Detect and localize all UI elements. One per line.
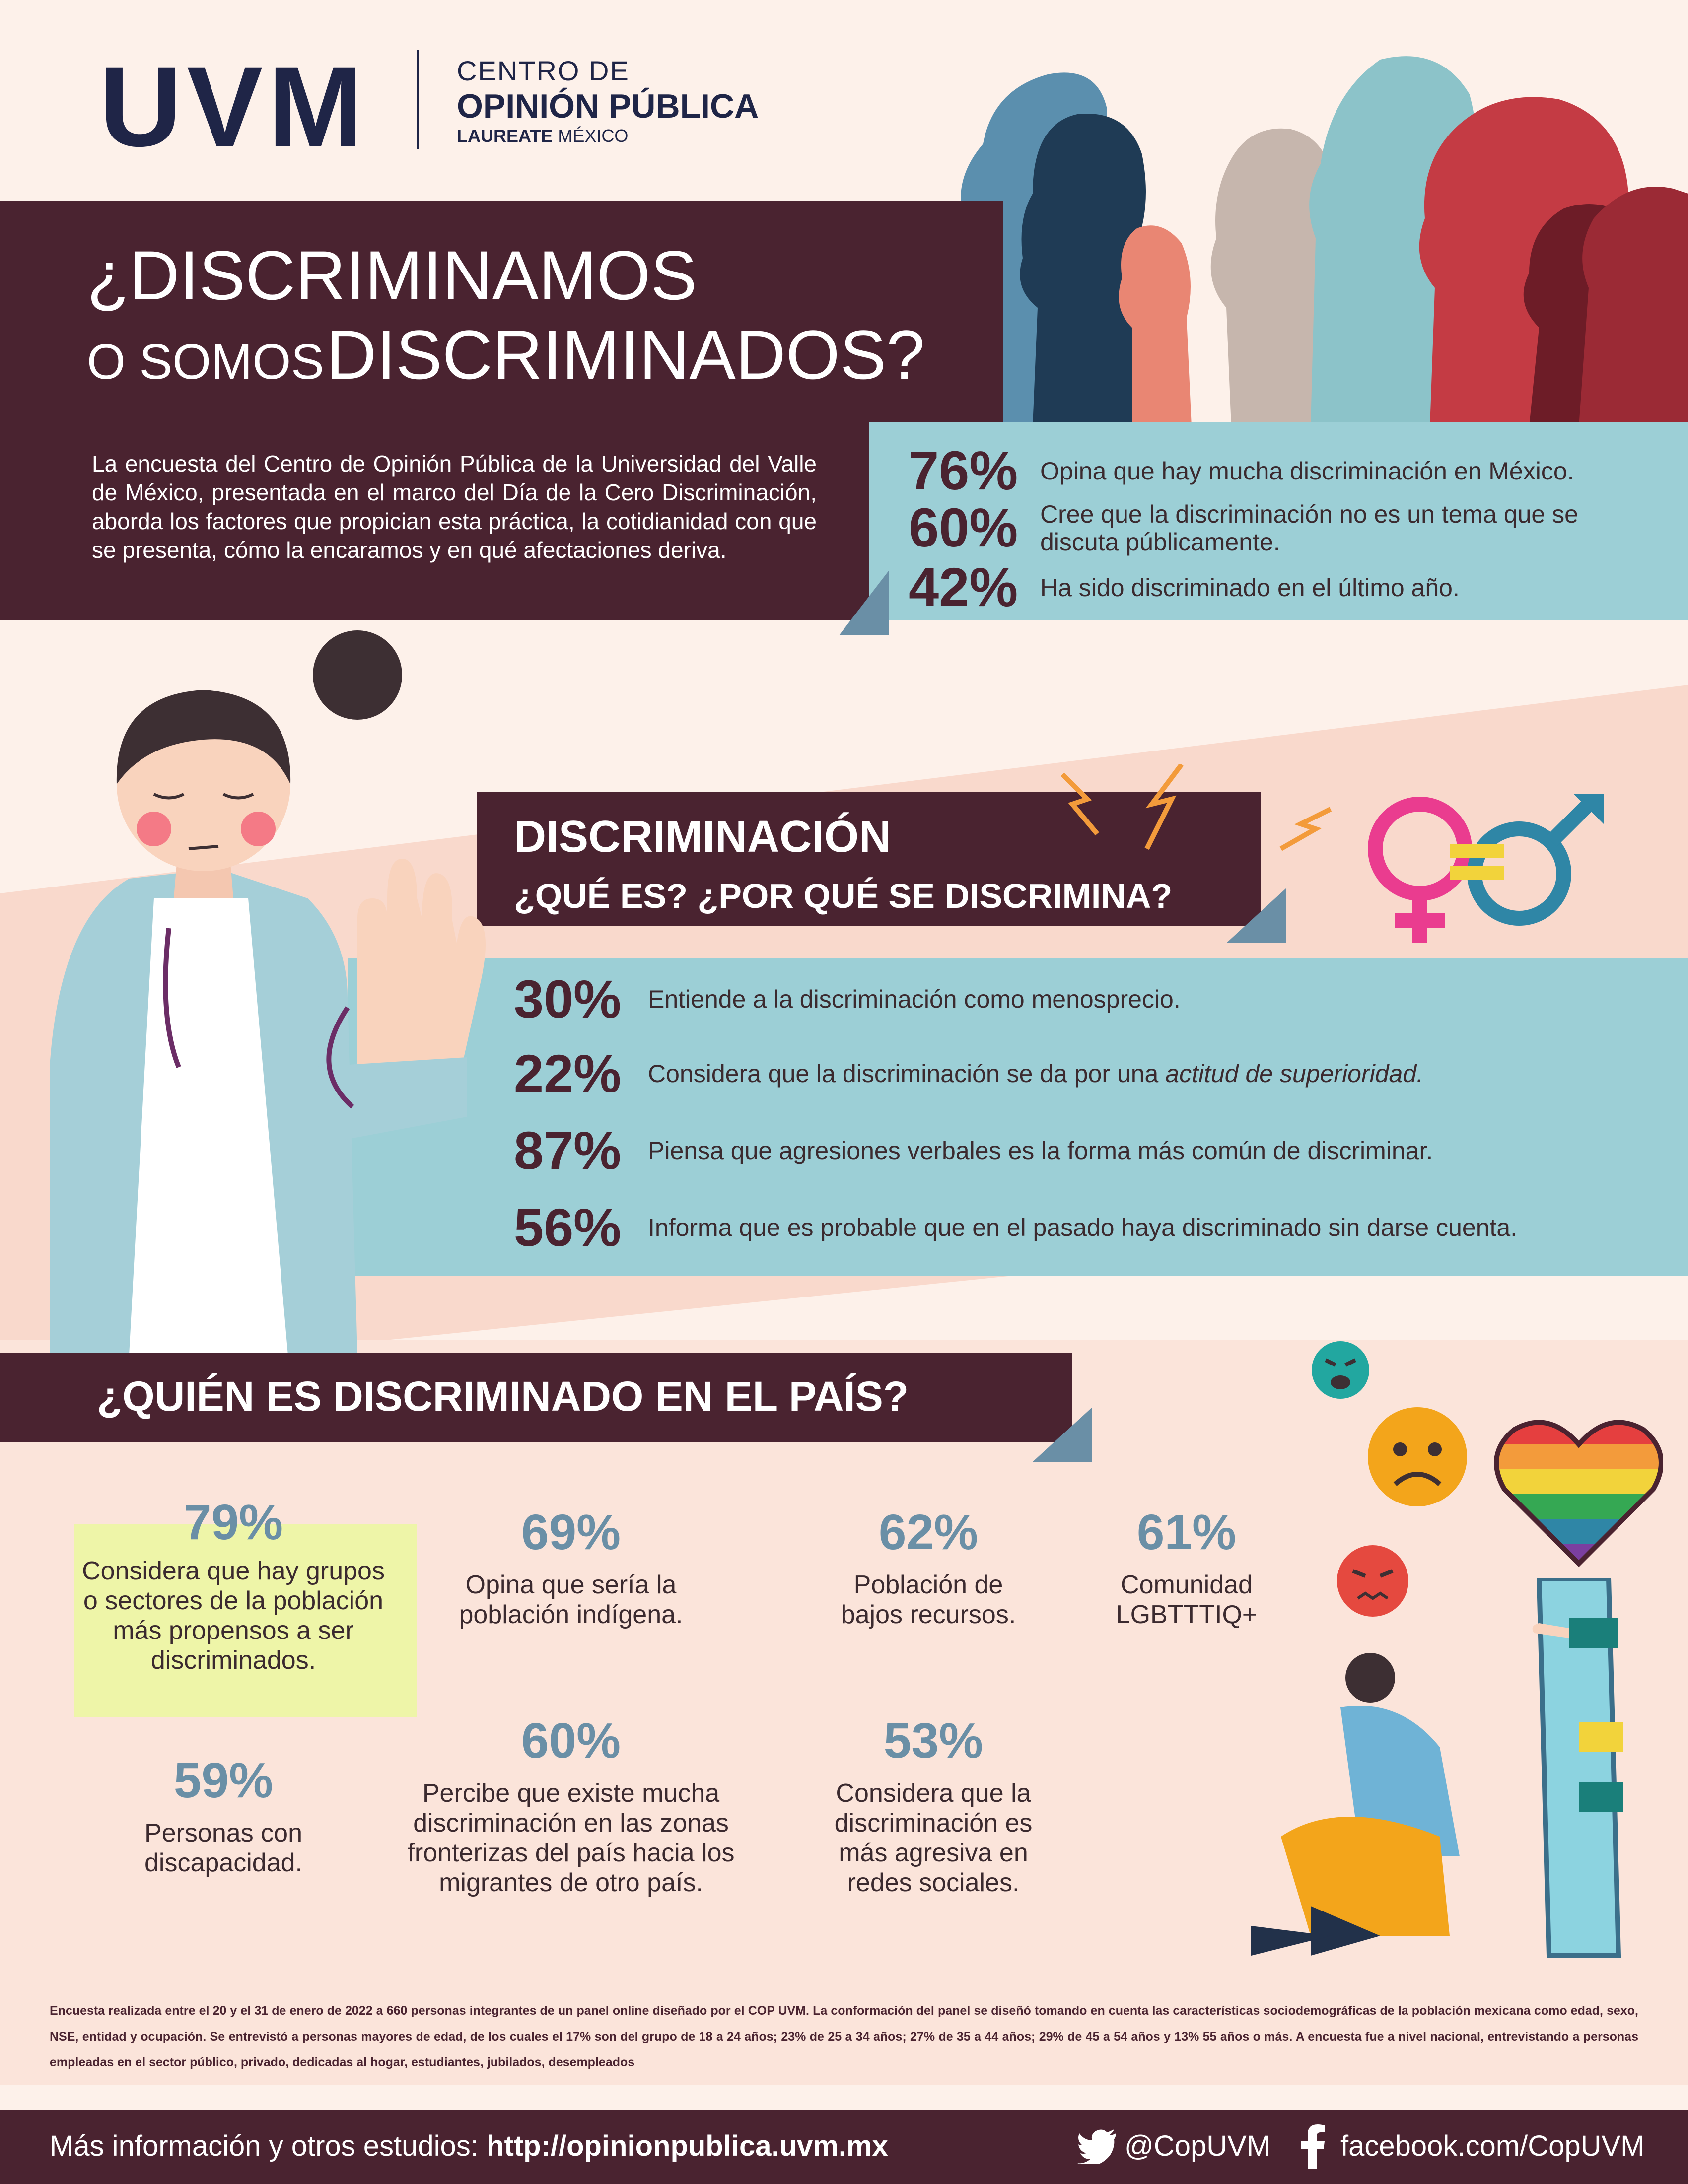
section3-title: ¿QUIÉN ES DISCRIMINADO EN EL PAÍS?: [97, 1373, 909, 1420]
footer-more-label: Más información y otros estudios:: [50, 2130, 479, 2162]
who-item-2-pct: 69%: [521, 1504, 621, 1560]
uvm-logo: UVM: [99, 43, 368, 170]
gender-symbols-icon: [1368, 794, 1604, 943]
top-stat-1-text: Opina que hay mucha discriminación en Mé…: [1040, 457, 1574, 485]
woman-stop-illustration: [50, 630, 486, 1355]
face-silhouette-salmon: [1119, 225, 1192, 427]
lightning-icon: [1060, 764, 1332, 851]
who-item-4-pct: 61%: [1136, 1504, 1237, 1560]
who-item-3-pct: 62%: [878, 1504, 979, 1560]
top-stat-3: 42% Ha sido discriminado en el último añ…: [909, 556, 1460, 619]
s2-stat-4: 56% Informa que es probable que en el pa…: [514, 1196, 1517, 1258]
who-item-7: 53% Considera que la discriminación es m…: [774, 1712, 1092, 1898]
who-item-2: 69% Opina que sería la población indígen…: [407, 1504, 735, 1630]
footer-url-link[interactable]: http://opinionpublica.uvm.mx: [487, 2130, 888, 2162]
who-item-3-text: Población de bajos recursos.: [841, 1570, 1016, 1629]
cop-line2: OPINIÓN PÚBLICA: [457, 87, 759, 125]
corner-triangle-s3: [1033, 1407, 1092, 1462]
face-silhouette-maroon-2: [1579, 187, 1688, 427]
who-item-4-text: Comunidad LGBTTTIQ+: [1116, 1570, 1258, 1629]
highlight-box: [74, 1524, 417, 1717]
s2-stat-2-pct: 22%: [514, 1043, 622, 1103]
top-stat-3-text: Ha sido discriminado en el último año.: [1040, 573, 1460, 602]
left-cheek: [137, 812, 171, 846]
who-item-6-pct: 60%: [521, 1713, 621, 1769]
footer-bar: [0, 2110, 1688, 2184]
cop-line3a: LAUREATE: [457, 126, 553, 146]
bullied-person-illustration: [1251, 1578, 1623, 1958]
top-stat-1-pct: 76%: [909, 440, 1018, 501]
top-stat-3-pct: 42%: [909, 557, 1018, 618]
facebook-icon[interactable]: [1301, 2124, 1326, 2169]
logo-divider: [417, 50, 419, 149]
cop-logo: CENTRO DE OPINIÓN PÚBLICA LAUREATE MÉXIC…: [457, 55, 759, 146]
title-big-text: DISCRIMINADOS?: [326, 316, 925, 394]
page-title-line2: O SOMOS DISCRIMINADOS?: [87, 318, 925, 414]
who-item-7-pct: 53%: [883, 1713, 984, 1769]
s2-stat-4-text: Informa que es probable que en el pasado…: [648, 1213, 1518, 1241]
who-item-3: 62% Población de bajos recursos.: [774, 1504, 1082, 1630]
top-stat-2-pct: 60%: [909, 497, 1018, 558]
top-stat-2: 60% Cree que la discriminación no es un …: [909, 496, 1586, 559]
s2-stat-1: 30% Entiende a la discriminación como me…: [514, 968, 1181, 1030]
footer-more-info: Más información y otros estudios: http:/…: [50, 2129, 888, 2163]
top-stat-1: 76% Opina que hay mucha discriminación e…: [909, 439, 1574, 502]
s2-stat-4-pct: 56%: [514, 1197, 622, 1257]
s2-stat-3-text: Piensa que agresiones verbales es la for…: [648, 1136, 1433, 1164]
phone-screen: [1536, 1578, 1621, 1958]
section3-title-band: [0, 1353, 1072, 1442]
hair-bun: [313, 630, 402, 720]
corner-triangle-top: [839, 571, 889, 635]
who-item-1: 79% Considera que hay grupos o sectores …: [45, 1494, 422, 1675]
section2-title1: DISCRIMINACIÓN: [514, 812, 891, 862]
s2-stat-3: 87% Piensa que agresiones verbales es la…: [514, 1119, 1433, 1181]
who-item-7-text: Considera que la discriminación es más a…: [834, 1779, 1033, 1897]
who-item-1-text: Considera que hay grupos o sectores de l…: [82, 1557, 385, 1675]
survey-footnote: Encuesta realizada entre el 20 y el 31 d…: [50, 2004, 1638, 2069]
section2-teal-box: [348, 958, 1688, 1276]
twitter-handle[interactable]: @CopUVM: [1125, 2130, 1271, 2162]
corner-triangle-s2: [1226, 888, 1286, 943]
s2-stat-2-emph: actitud de superioridad.: [1165, 1059, 1424, 1088]
cop-line3: LAUREATE MÉXICO: [457, 126, 759, 146]
cop-line1: CENTRO DE: [457, 55, 630, 86]
who-item-1-pct: 79%: [183, 1495, 283, 1550]
section2-title2: ¿QUÉ ES? ¿POR QUÉ SE DISCRIMINA?: [514, 877, 1173, 915]
s2-stat-2-text: Considera que la discriminación se da po…: [648, 1059, 1423, 1088]
top-stat-2-text: Cree que la discriminación no es un tema…: [1040, 500, 1578, 556]
angry-emoji-icon: [1312, 1341, 1369, 1399]
page-title-line1: ¿DISCRIMINAMOS: [87, 236, 697, 314]
sad-emoji-icon: [1368, 1407, 1467, 1506]
section2-title-band: [477, 792, 1261, 926]
top-stats-box: [869, 422, 1688, 620]
who-item-6: 60% Percibe que existe mucha discriminac…: [397, 1712, 745, 1898]
arm: [308, 1057, 467, 1147]
who-item-5: 59% Personas con discapacidad.: [55, 1752, 392, 1878]
s2-stat-2-main: Considera que la discriminación se da po…: [648, 1059, 1159, 1088]
face-silhouette-beige: [1210, 128, 1336, 427]
faces-illustration: [955, 56, 1688, 427]
furious-emoji-icon: [1337, 1545, 1408, 1617]
title-small-text: O SOMOS: [87, 334, 324, 390]
who-item-4: 61% Comunidad LGBTTTIQ+: [1057, 1504, 1316, 1630]
s2-stat-1-text: Entiende a la discriminación como menosp…: [648, 985, 1181, 1013]
s2-stat-2: 22% Considera que la discriminación se d…: [514, 1042, 1423, 1104]
twitter-icon[interactable]: [1077, 2129, 1117, 2164]
rainbow-heart-icon: [1494, 1420, 1663, 1568]
who-item-5-pct: 59%: [173, 1753, 274, 1808]
s2-stat-3-pct: 87%: [514, 1120, 622, 1180]
cop-line3b: MÉXICO: [558, 126, 629, 146]
hair: [116, 690, 291, 784]
intro-paragraph: La encuesta del Centro de Opinión Públic…: [92, 451, 817, 563]
facebook-handle[interactable]: facebook.com/CopUVM: [1340, 2130, 1645, 2162]
legs: [1281, 1817, 1450, 1936]
who-item-6-text: Percibe que existe mucha discriminación …: [407, 1779, 735, 1897]
title-band: [0, 201, 1003, 620]
s2-stat-1-pct: 30%: [514, 969, 622, 1029]
who-item-5-text: Personas con discapacidad.: [144, 1819, 302, 1877]
who-item-2-text: Opina que sería la población indígena.: [459, 1570, 683, 1629]
face-silhouette-navy: [1020, 114, 1147, 427]
right-cheek: [241, 812, 276, 846]
raised-hand: [357, 859, 486, 1067]
